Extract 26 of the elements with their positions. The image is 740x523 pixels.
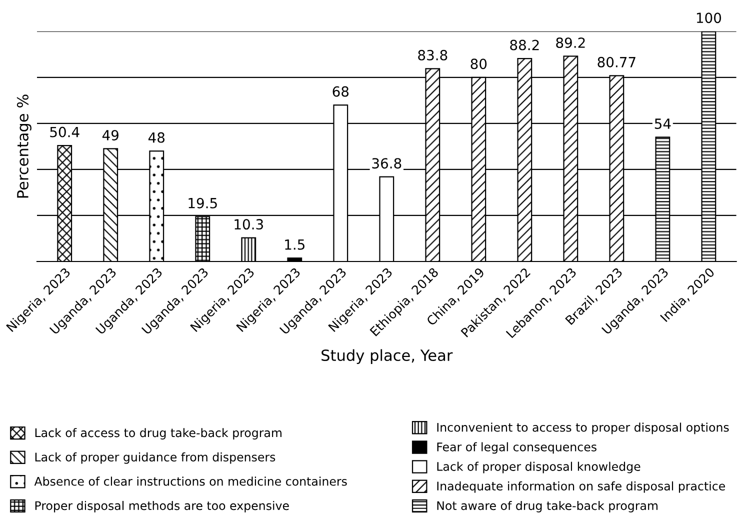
data-label: 50.4 [50,126,80,138]
data-label: 10.3 [234,219,263,230]
data-label: 68 [332,86,349,97]
legend-label: Lack of proper disposal knowledge [437,462,640,474]
y-axis-title: Percentage % [16,94,32,198]
legend-label: Lack of proper guidance from dispensers [35,452,276,464]
legend-label: Fear of legal consequences [437,442,596,454]
legend-label: Inconvenient to access to proper disposal options [437,422,729,434]
data-label: 19.5 [188,198,217,208]
data-label: 80.77 [598,56,636,68]
x-axis-title: Study place, Year [322,349,453,364]
data-label: 49 [102,130,118,140]
data-label: 36.8 [372,158,402,169]
data-label: 80 [470,58,487,70]
data-label: 83.8 [418,50,448,60]
legend-label: Absence of clear instructions on medicine containers [34,476,347,486]
data-label: 54 [654,118,671,129]
data-label: 88.2 [510,40,539,50]
legend-label: Lack of access to drug take-back program [35,428,282,440]
legend-label: Inadequate information on safe disposal practice [437,481,726,493]
legend-label: Proper disposal methods are too expensive [35,500,289,512]
data-label: 1.5 [285,239,304,250]
legend-label: Not aware of drug take-back program [437,500,658,512]
data-label: 89.2 [556,37,585,48]
data-label: 100 [696,12,722,24]
data-label: 48 [148,132,165,143]
